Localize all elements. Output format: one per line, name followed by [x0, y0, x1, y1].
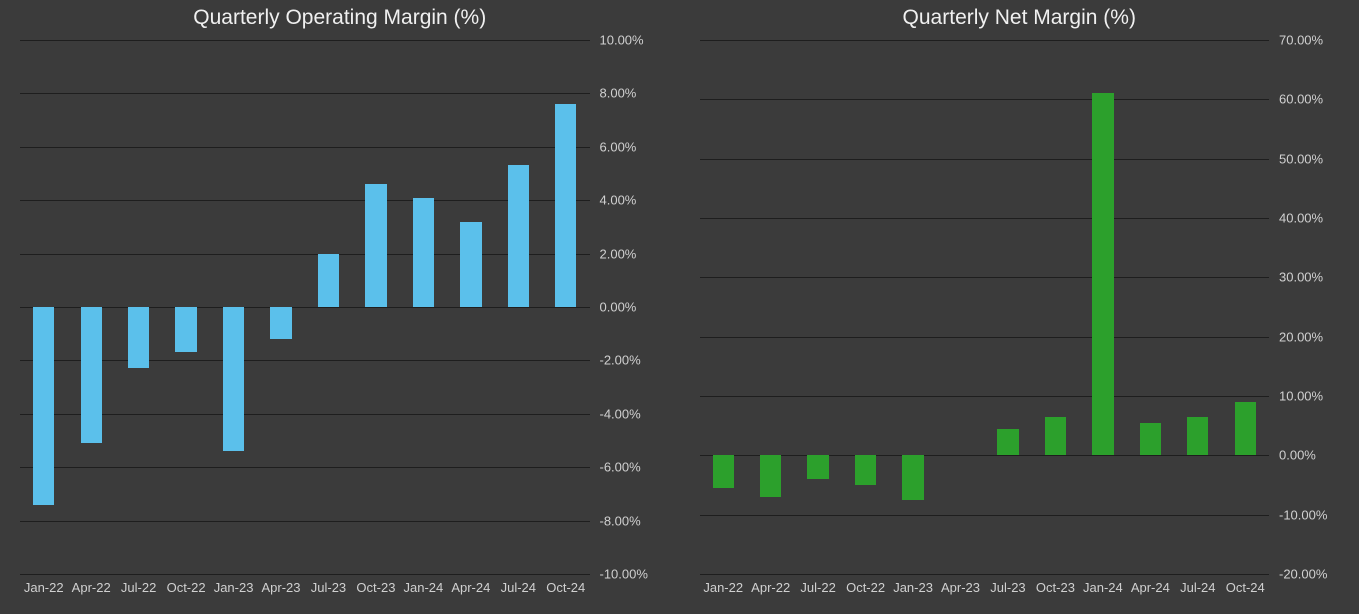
bar: [413, 198, 434, 307]
bar: [81, 307, 102, 443]
y-axis-label: 2.00%: [600, 246, 660, 261]
chart-panel-net-margin: Quarterly Net Margin (%)-20.00%-10.00%0.…: [680, 0, 1359, 614]
x-axis-labels: Jan-22 Apr-22 Jul-22 Oct-22 Jan-23 Apr-23 Jul-…: [20, 580, 590, 600]
y-axis-label: -10.00%: [600, 567, 660, 582]
bar: [1140, 423, 1161, 456]
y-axis-label: -8.00%: [600, 513, 660, 528]
x-axis-label: Apr-22: [751, 580, 790, 595]
bar: [270, 307, 291, 339]
plot-area: -20.00%-10.00%0.00%10.00%20.00%30.00%40.…: [700, 40, 1270, 574]
x-axis-label: Jan-23: [214, 580, 254, 595]
bar: [365, 184, 386, 307]
x-axis-label: Apr-24: [1131, 580, 1170, 595]
bar: [997, 429, 1018, 456]
y-axis-label: 40.00%: [1279, 211, 1339, 226]
panels: Quarterly Operating Margin (%)-10.00%-8.…: [0, 0, 1359, 614]
x-axis-label: Jan-23: [893, 580, 933, 595]
x-axis-label: Jul-24: [1180, 580, 1215, 595]
x-axis-label: Apr-23: [262, 580, 301, 595]
x-axis-label: Jul-24: [501, 580, 536, 595]
y-axis-label: 0.00%: [600, 300, 660, 315]
y-axis-label: 50.00%: [1279, 151, 1339, 166]
x-axis-label: Jul-22: [121, 580, 156, 595]
x-axis-label: Oct-23: [356, 580, 395, 595]
x-axis-label: Jan-22: [24, 580, 64, 595]
y-axis-label: 6.00%: [600, 139, 660, 154]
bars-layer: [20, 40, 590, 574]
y-axis-label: 30.00%: [1279, 270, 1339, 285]
bar: [460, 222, 481, 307]
x-axis-label: Apr-24: [451, 580, 490, 595]
y-axis-label: -20.00%: [1279, 567, 1339, 582]
x-axis-label: Jan-24: [1083, 580, 1123, 595]
x-axis-label: Jan-22: [703, 580, 743, 595]
bar: [1092, 93, 1113, 455]
y-axis-label: 10.00%: [1279, 389, 1339, 404]
x-axis-label: Oct-23: [1036, 580, 1075, 595]
x-axis-label: Oct-22: [167, 580, 206, 595]
bar: [713, 455, 734, 488]
bar: [1187, 417, 1208, 456]
x-axis-label: Oct-24: [1226, 580, 1265, 595]
bar: [855, 455, 876, 485]
bar: [508, 165, 529, 307]
y-axis-label: 20.00%: [1279, 329, 1339, 344]
bar: [555, 104, 576, 307]
x-axis-label: Apr-23: [941, 580, 980, 595]
bar: [318, 254, 339, 307]
y-axis-label: -2.00%: [600, 353, 660, 368]
bar: [1045, 417, 1066, 456]
bar: [128, 307, 149, 368]
bars-layer: [700, 40, 1270, 574]
x-axis-labels: Jan-22 Apr-22 Jul-22 Oct-22 Jan-23 Apr-23 Jul-…: [700, 580, 1270, 600]
y-axis-label: 8.00%: [600, 86, 660, 101]
x-axis-label: Jul-23: [311, 580, 346, 595]
bar: [175, 307, 196, 352]
chart-title: Quarterly Net Margin (%): [680, 6, 1359, 30]
gridline: [700, 574, 1270, 575]
gridline: [20, 574, 590, 575]
bar: [902, 455, 923, 500]
y-axis-label: -4.00%: [600, 406, 660, 421]
y-axis-label: 60.00%: [1279, 92, 1339, 107]
y-axis-label: 70.00%: [1279, 33, 1339, 48]
y-axis-label: 10.00%: [600, 33, 660, 48]
chart-panel-operating-margin: Quarterly Operating Margin (%)-10.00%-8.…: [0, 0, 680, 614]
x-axis-label: Jan-24: [404, 580, 444, 595]
bar: [760, 455, 781, 497]
x-axis-label: Jul-23: [990, 580, 1025, 595]
bar: [33, 307, 54, 505]
bar: [223, 307, 244, 451]
x-axis-label: Oct-24: [546, 580, 585, 595]
bar: [1235, 402, 1256, 455]
chart-title: Quarterly Operating Margin (%): [0, 6, 680, 30]
y-axis-label: -10.00%: [1279, 507, 1339, 522]
plot-area: -10.00%-8.00%-6.00%-4.00%-2.00%0.00%2.00…: [20, 40, 590, 574]
bar: [807, 455, 828, 479]
x-axis-label: Apr-22: [72, 580, 111, 595]
y-axis-label: -6.00%: [600, 460, 660, 475]
y-axis-label: 4.00%: [600, 193, 660, 208]
y-axis-label: 0.00%: [1279, 448, 1339, 463]
x-axis-label: Oct-22: [846, 580, 885, 595]
x-axis-label: Jul-22: [800, 580, 835, 595]
